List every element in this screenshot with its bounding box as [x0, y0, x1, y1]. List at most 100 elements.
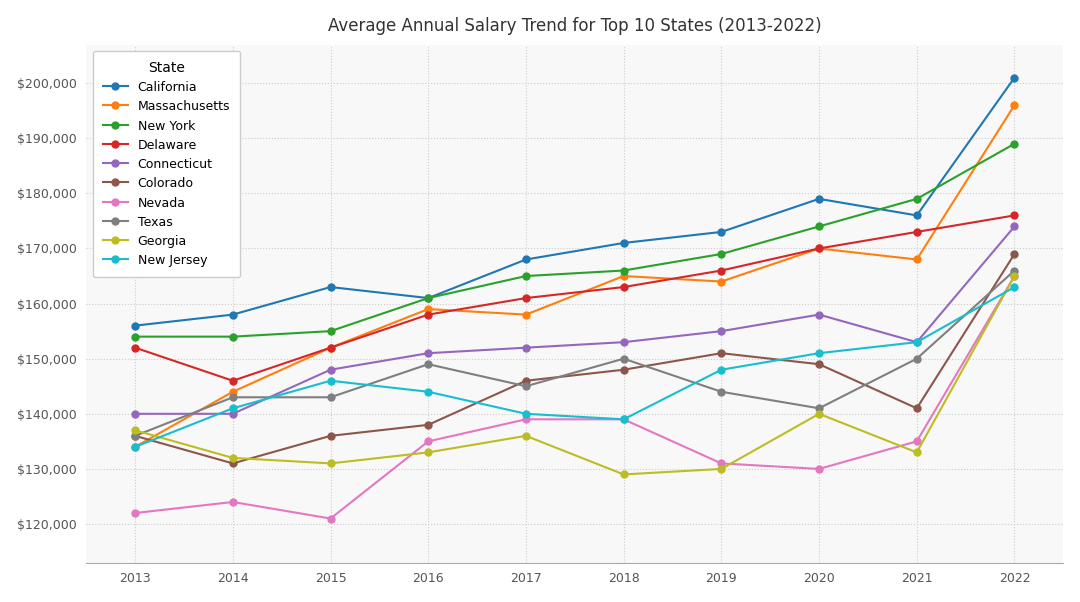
New Jersey [324, 377, 337, 384]
Connecticut [324, 366, 337, 373]
Nevada [519, 416, 532, 423]
Nevada [617, 416, 630, 423]
California [324, 284, 337, 291]
Nevada [129, 509, 141, 517]
Connecticut [519, 344, 532, 352]
Massachusetts [715, 278, 728, 285]
Georgia [519, 432, 532, 439]
Georgia [910, 448, 923, 456]
Delaware [812, 245, 825, 252]
Georgia [129, 427, 141, 434]
Delaware [324, 344, 337, 352]
Texas [519, 383, 532, 390]
Colorado [422, 421, 435, 429]
Delaware [227, 377, 240, 384]
Nevada [812, 465, 825, 473]
New Jersey [910, 338, 923, 346]
Delaware [129, 344, 141, 352]
Georgia [227, 455, 240, 462]
California [812, 195, 825, 202]
California [910, 212, 923, 219]
Colorado [910, 405, 923, 412]
New York [519, 273, 532, 280]
Georgia [422, 448, 435, 456]
Texas [227, 394, 240, 401]
Massachusetts [422, 305, 435, 312]
Connecticut [715, 327, 728, 335]
Connecticut [422, 350, 435, 357]
Colorado [715, 350, 728, 357]
Texas [617, 355, 630, 362]
Colorado [324, 432, 337, 439]
Connecticut [227, 410, 240, 417]
New York [227, 333, 240, 340]
Nevada [910, 438, 923, 445]
Line: Connecticut: Connecticut [132, 223, 1018, 417]
New York [812, 223, 825, 230]
New York [617, 267, 630, 274]
Delaware [910, 228, 923, 235]
Line: Delaware: Delaware [132, 212, 1018, 384]
Massachusetts [812, 245, 825, 252]
Delaware [617, 284, 630, 291]
Georgia [812, 410, 825, 417]
Massachusetts [324, 344, 337, 352]
California [1008, 74, 1021, 81]
Massachusetts [910, 256, 923, 263]
Connecticut [812, 311, 825, 318]
New Jersey [227, 405, 240, 412]
Line: New York: New York [132, 140, 1018, 340]
Colorado [227, 460, 240, 467]
Massachusetts [227, 388, 240, 396]
California [715, 228, 728, 235]
Massachusetts [617, 273, 630, 280]
Colorado [617, 366, 630, 373]
Colorado [812, 361, 825, 368]
Colorado [1008, 250, 1021, 258]
New Jersey [812, 350, 825, 357]
Line: Georgia: Georgia [132, 273, 1018, 478]
California [129, 322, 141, 329]
Delaware [422, 311, 435, 318]
New York [324, 327, 337, 335]
Texas [129, 432, 141, 439]
Nevada [1008, 273, 1021, 280]
Texas [812, 405, 825, 412]
New Jersey [715, 366, 728, 373]
Colorado [129, 432, 141, 439]
New York [1008, 140, 1021, 147]
Nevada [227, 498, 240, 506]
Line: Colorado: Colorado [132, 250, 1018, 467]
California [422, 294, 435, 302]
Georgia [715, 465, 728, 473]
Texas [422, 361, 435, 368]
New York [715, 250, 728, 258]
Delaware [519, 294, 532, 302]
California [519, 256, 532, 263]
Nevada [422, 438, 435, 445]
Georgia [1008, 273, 1021, 280]
Colorado [519, 377, 532, 384]
Massachusetts [1008, 102, 1021, 109]
New Jersey [129, 443, 141, 450]
Texas [910, 355, 923, 362]
Line: New Jersey: New Jersey [132, 284, 1018, 450]
Connecticut [910, 338, 923, 346]
Georgia [324, 460, 337, 467]
Texas [1008, 267, 1021, 274]
Line: Nevada: Nevada [132, 273, 1018, 522]
Delaware [1008, 212, 1021, 219]
New Jersey [519, 410, 532, 417]
New Jersey [617, 416, 630, 423]
Massachusetts [519, 311, 532, 318]
Connecticut [617, 338, 630, 346]
Line: Massachusetts: Massachusetts [132, 102, 1018, 450]
New Jersey [422, 388, 435, 396]
New Jersey [1008, 284, 1021, 291]
New York [129, 333, 141, 340]
Georgia [617, 471, 630, 478]
Line: Texas: Texas [132, 267, 1018, 439]
Legend: California, Massachusetts, New York, Delaware, Connecticut, Colorado, Nevada, Te: California, Massachusetts, New York, Del… [93, 51, 240, 278]
Title: Average Annual Salary Trend for Top 10 States (2013-2022): Average Annual Salary Trend for Top 10 S… [328, 17, 822, 35]
New York [910, 195, 923, 202]
